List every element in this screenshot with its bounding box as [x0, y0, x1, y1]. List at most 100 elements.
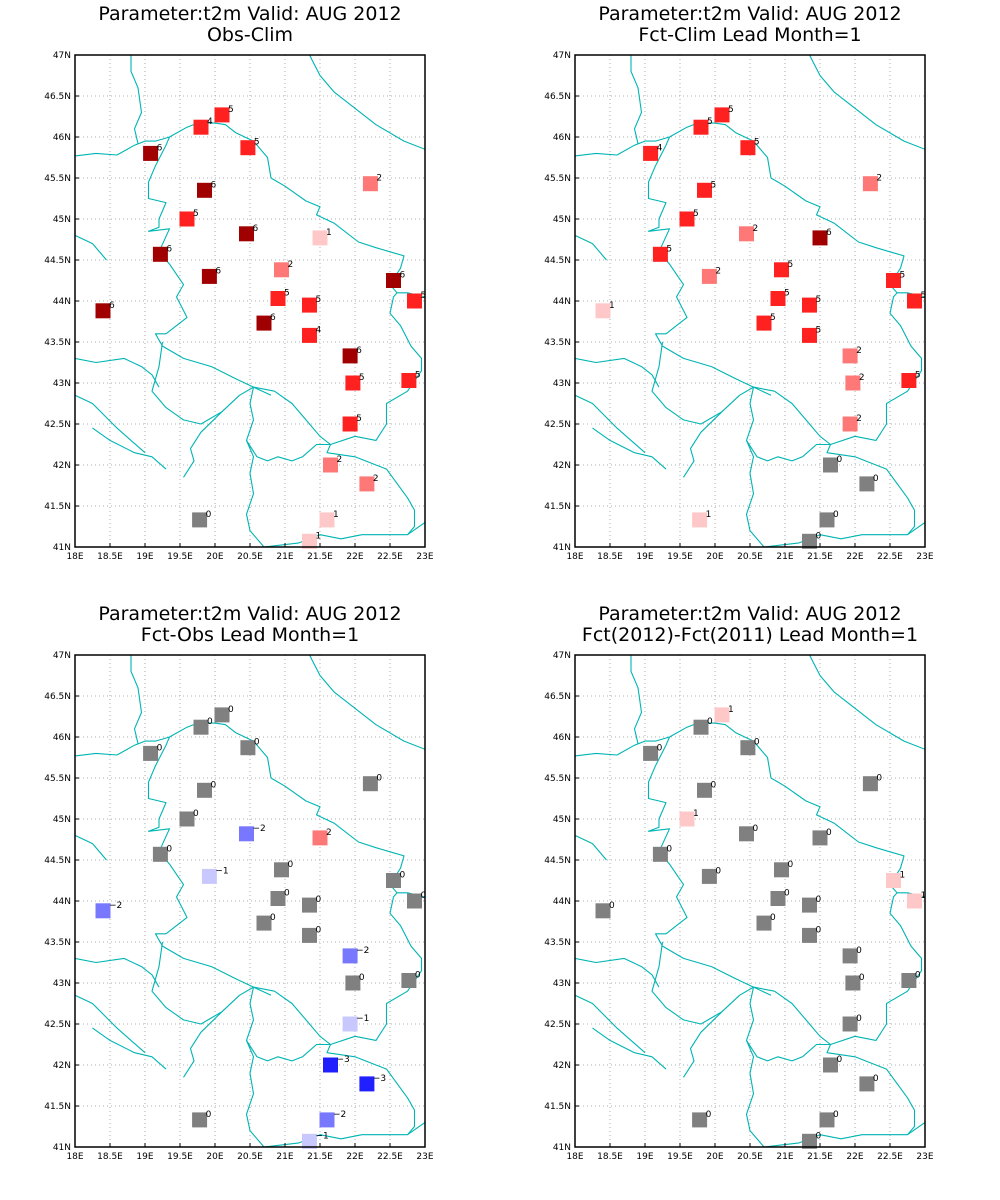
station-marker [812, 230, 828, 246]
station-value-label: 6 [400, 271, 406, 281]
station-value-label: 5 [921, 291, 927, 301]
x-tick-label: 20.5E [237, 1152, 263, 1162]
station-value-label: 0 [816, 1131, 822, 1141]
station-value-label: 4 [316, 325, 322, 335]
station-value-label: 1 [728, 705, 734, 715]
map-panel-fct-obs: Parameter:t2m Valid: AUG 2012 Fct-Obs Le… [44, 603, 434, 1162]
x-tick-label: 20E [206, 1152, 223, 1162]
station-marker [302, 533, 317, 549]
y-tick-label: 44N [553, 297, 571, 307]
station-marker [842, 1016, 858, 1032]
station-marker [740, 140, 756, 156]
x-tick-label: 19E [136, 552, 153, 562]
x-tick-label: 21.5E [307, 552, 333, 562]
border-line [151, 341, 254, 425]
station-marker [240, 140, 256, 156]
station-marker [359, 476, 375, 492]
station-value-label: −2 [356, 946, 369, 956]
x-tick-label: 22E [846, 1152, 863, 1162]
station-marker [407, 893, 422, 909]
x-tick-label: 19.5E [167, 552, 193, 562]
station-value-label: 0 [754, 738, 760, 748]
station-marker [274, 262, 289, 278]
station-marker [842, 948, 858, 964]
station-value-label: −1 [316, 1131, 329, 1141]
border-line [575, 722, 925, 898]
station-marker [595, 303, 611, 319]
station-value-label: 5 [193, 209, 199, 219]
border-line [75, 994, 146, 1054]
y-tick-label: 47N [553, 51, 571, 61]
border-line [630, 655, 643, 744]
border-line [245, 386, 331, 462]
station-value-label: 5 [707, 117, 713, 127]
station-marker [302, 327, 317, 343]
station-marker [197, 182, 212, 198]
station-marker [319, 1112, 335, 1128]
station-value-label: −1 [215, 866, 228, 876]
station-value-label: −3 [373, 1074, 386, 1084]
y-tick-label: 41N [53, 543, 71, 553]
border-line [147, 136, 272, 396]
station-marker [739, 826, 754, 842]
station-marker [740, 740, 756, 756]
station-value-label: 1 [693, 809, 699, 819]
station-marker [192, 1112, 208, 1128]
station-value-label: 6 [157, 143, 163, 153]
station-value-label: 1 [316, 531, 322, 541]
country-borders [575, 55, 925, 547]
station-marker [679, 211, 695, 227]
station-value-label: 2 [859, 373, 865, 383]
border-line [575, 234, 607, 261]
y-tick-label: 43N [553, 379, 571, 389]
border-line [309, 55, 425, 150]
x-tick-label: 19.5E [667, 1152, 693, 1162]
y-tick-label: 43N [53, 979, 71, 989]
station-marker [192, 512, 208, 528]
station-value-label: 0 [609, 901, 615, 911]
station-marker [197, 782, 212, 798]
station-marker [270, 891, 286, 906]
x-tick-label: 19E [136, 1152, 153, 1162]
station-marker [240, 740, 256, 756]
station-value-label: 6 [270, 313, 276, 323]
border-line [763, 1121, 925, 1147]
station-value-label: 1 [326, 228, 332, 238]
border-line [263, 1121, 425, 1147]
border-line [753, 292, 923, 446]
y-tick-label: 41N [553, 543, 571, 553]
station-marker [256, 315, 272, 331]
border-line [575, 394, 646, 454]
x-tick-label: 18.5E [597, 1152, 623, 1162]
x-tick-label: 21E [276, 1152, 293, 1162]
station-marker [193, 719, 209, 735]
border-line [651, 941, 754, 1025]
y-tick-label: 45.5N [44, 174, 71, 184]
border-line [263, 521, 425, 547]
station-marker [179, 211, 195, 227]
station-value-label: 0 [657, 743, 663, 753]
x-tick-label: 22.5E [377, 1152, 403, 1162]
station-marker [886, 273, 901, 288]
y-tick-label: 41.5N [44, 502, 71, 512]
x-tick-label: 22E [346, 552, 363, 562]
station-marker [693, 719, 709, 735]
border-line [75, 834, 107, 861]
station-value-label: 0 [415, 971, 421, 981]
x-tick-label: 23E [916, 552, 933, 562]
border-line [575, 957, 660, 988]
station-value-label: 2 [337, 455, 343, 465]
station-value-label: 0 [400, 871, 406, 881]
station-value-label: 0 [826, 828, 832, 838]
station-marker [862, 176, 878, 192]
y-tick-label: 46N [53, 133, 71, 143]
station-value-label: 5 [666, 244, 672, 254]
station-value-label: 0 [715, 866, 721, 876]
station-marker [239, 826, 254, 842]
station-value-label: 5 [356, 414, 362, 424]
station-marker [201, 868, 217, 884]
station-marker [886, 873, 901, 888]
station-marker [845, 975, 861, 991]
station-value-label: 0 [816, 925, 822, 935]
station-value-label: 5 [915, 371, 921, 381]
